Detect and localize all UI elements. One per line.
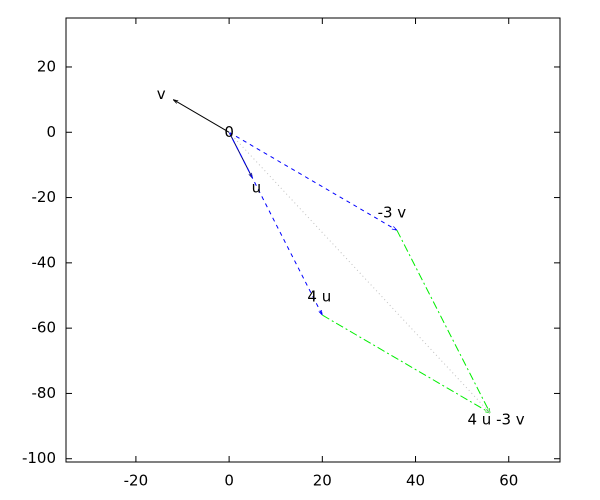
point-label: 0 [224,123,234,141]
vector [228,131,397,230]
vector [322,314,490,413]
x-tick-label: 0 [224,472,234,490]
y-tick-label: 0 [46,123,56,141]
vector [173,100,230,133]
plot-border [65,17,561,463]
vector [228,131,490,413]
vector [396,229,490,413]
y-tick-label: -60 [32,319,57,337]
x-tick-label: 40 [406,472,425,490]
y-tick-label: -40 [32,253,57,271]
vector [228,132,322,315]
point-label: v [157,85,166,103]
point-label: -3 v [378,204,407,222]
y-tick-label: -80 [32,384,57,402]
y-tick-label: -100 [22,449,56,467]
point-label: 4 u [307,288,331,306]
y-tick-label: -20 [32,188,57,206]
point-label: u [252,178,262,196]
x-tick-label: 60 [499,472,518,490]
x-tick-label: -20 [124,472,149,490]
y-tick-label: 20 [37,57,56,75]
x-tick-label: 20 [313,472,332,490]
point-label: 4 u -3 v [468,411,525,429]
